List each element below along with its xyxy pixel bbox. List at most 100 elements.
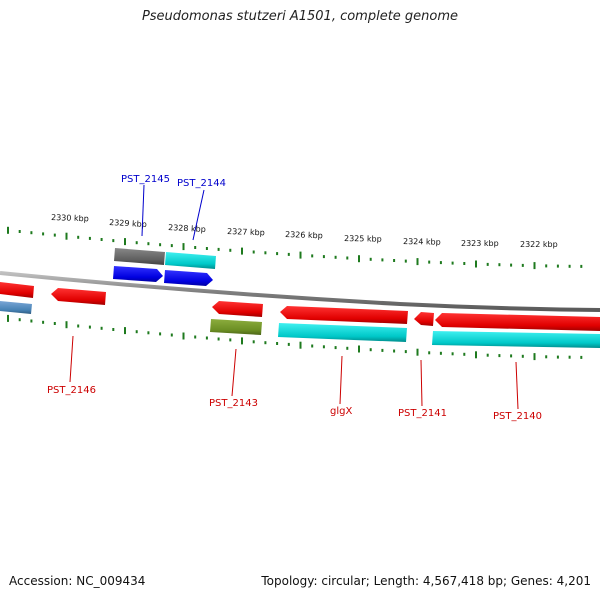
inner-minor-tick [135,330,138,334]
scale-label-2322: 2322 kbp [520,240,558,249]
scale-ticks-outer [7,226,583,270]
leader-PST_2146 [69,335,74,383]
inner-minor-tick [276,342,279,345]
inner-major-tick [124,327,126,335]
gene-PST_2144-cds[interactable] [164,270,213,286]
gene-PST_2145-shape[interactable] [114,248,165,265]
outer-minor-tick [276,252,279,256]
gene-PST_2146[interactable] [51,288,106,305]
inner-minor-tick [18,318,21,322]
outer-minor-tick [30,231,33,235]
outer-minor-tick [428,260,431,264]
scale-label-2328: 2328 kbp [168,223,206,234]
outer-minor-tick [556,264,559,268]
outer-minor-tick [159,243,162,247]
gene-PST_2146-arrow[interactable] [51,288,106,305]
label-PST_2146[interactable]: PST_2146 [47,385,96,396]
inner-major-tick [182,332,185,340]
outer-major-tick [299,251,302,259]
outer-minor-tick [498,263,501,267]
gene-PST_2144[interactable] [165,252,216,269]
inner-minor-tick [53,322,56,325]
gene-PST_2145[interactable] [114,248,165,265]
outer-minor-tick [334,255,337,259]
label-PST_2140[interactable]: PST_2140 [493,411,542,422]
outer-major-tick [358,255,360,263]
gene-PST_2140[interactable] [432,313,600,348]
outer-minor-tick [463,262,466,265]
inner-minor-tick [229,338,232,342]
inner-minor-tick [451,352,454,356]
gene-PST_2143-arrow[interactable] [212,301,263,317]
gene-PST_2143[interactable] [210,301,263,335]
outer-minor-tick [217,247,220,251]
inner-minor-tick [486,353,489,357]
outer-minor-tick [346,256,349,260]
gene-PST_2144-shape[interactable] [165,252,216,269]
outer-minor-tick [381,258,384,262]
inner-minor-tick [381,348,384,352]
label-PST_2143[interactable]: PST_2143 [209,398,258,409]
inner-minor-tick [322,345,325,349]
inner-minor-tick [404,350,407,354]
outer-minor-tick [369,257,372,261]
outer-minor-tick [404,259,407,263]
gene-left-partial-rna[interactable] [0,301,32,314]
inner-minor-tick [346,346,349,350]
gene-PST_2140-arrow[interactable] [435,313,600,331]
outer-minor-tick [568,264,571,268]
label-PST_2145[interactable]: PST_2145 [121,174,170,185]
scale-label-2325: 2325 kbp [344,234,382,244]
inner-major-tick [241,337,243,345]
outer-minor-tick [229,248,232,252]
outer-minor-tick [205,247,208,250]
leader-PST_2145 [141,184,145,237]
leader-PST_2144 [192,189,205,241]
inner-major-tick [533,353,536,361]
inner-minor-tick [311,344,314,348]
gene-PST_2140-cds[interactable] [432,331,600,348]
inner-minor-tick [510,354,513,358]
inner-minor-tick [369,348,372,352]
outer-minor-tick [100,238,103,241]
inner-minor-tick [439,351,442,355]
inner-minor-tick [556,355,559,359]
label-PST_2144[interactable]: PST_2144 [177,178,226,189]
inner-minor-tick [545,355,548,359]
outer-minor-tick [439,261,442,265]
scale-label-2330: 2330 kbp [51,213,89,223]
scale-label-2326: 2326 kbp [285,230,323,240]
inner-minor-tick [42,320,45,324]
gene-PST_2143-cds[interactable] [210,319,262,335]
inner-minor-tick [30,319,33,323]
inner-minor-tick [112,328,115,331]
inner-minor-tick [498,354,501,358]
gene-PST_2144-cds-arrow[interactable] [164,270,213,286]
outer-minor-tick [510,263,513,267]
gene-left-partial-arrow[interactable] [0,282,34,298]
label-PST_2141[interactable]: PST_2141 [398,408,447,419]
outer-minor-tick [88,236,91,240]
inner-major-tick [358,345,360,353]
label-glgX[interactable]: glgX [330,406,352,417]
outer-major-tick [7,226,9,234]
gene-PST_2141[interactable] [414,312,434,326]
outer-minor-tick [545,264,548,268]
inner-minor-tick [521,354,524,358]
gene-glgX[interactable] [278,306,408,342]
outer-major-tick [533,262,536,270]
outer-minor-tick [147,242,150,246]
gene-left-partial[interactable] [0,282,34,314]
gene-glgX-cds[interactable] [278,323,407,342]
inner-minor-tick [147,331,150,335]
gene-glgX-arrow[interactable] [280,306,408,324]
outer-minor-tick [311,254,314,258]
outer-minor-tick [18,230,21,233]
gene-PST_2145-cds[interactable] [113,266,163,282]
gene-PST_2141-arrow[interactable] [414,312,434,326]
gene-PST_2145-cds-arrow[interactable] [113,266,163,282]
leader-PST_2140 [515,361,519,410]
inner-minor-tick [159,332,162,336]
outer-major-tick [182,243,185,251]
